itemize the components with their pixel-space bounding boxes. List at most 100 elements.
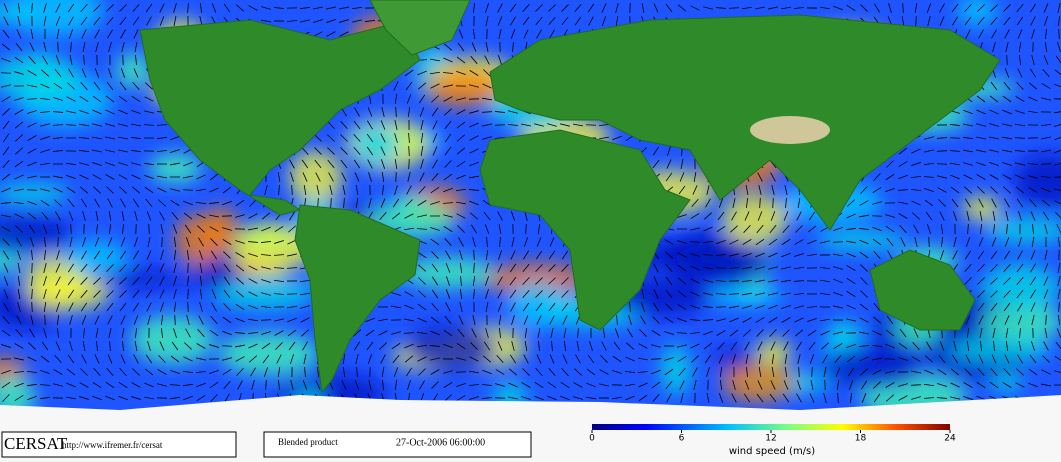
wind-arrow: [664, 368, 674, 376]
wind-arrow: [42, 55, 48, 65]
wind-arrow: [1, 370, 11, 374]
wind-arrow: [31, 2, 33, 14]
wind-arrow: [472, 275, 476, 287]
wind-arrow: [93, 264, 101, 272]
wind-arrow: [105, 149, 115, 153]
wind-arrow: [443, 382, 453, 388]
wind-arrow: [833, 227, 843, 231]
wind-arrow: [1045, 41, 1047, 53]
wind-arrow: [846, 304, 856, 310]
wind-arrow: [248, 278, 258, 284]
wind-arrow: [793, 266, 805, 270]
wind-arrow: [456, 97, 466, 101]
wind-arrow: [989, 381, 999, 389]
wind-arrow: [66, 96, 76, 102]
wind-arrow: [40, 369, 50, 375]
wind-arrow: [391, 305, 401, 309]
wind-arrow: [223, 251, 231, 259]
wind-arrow: [497, 211, 503, 221]
wind-arrow: [755, 266, 765, 270]
wind-arrow: [665, 3, 673, 13]
wind-arrow: [121, 328, 125, 338]
wind-arrow: [366, 146, 374, 156]
wind-arrow: [809, 393, 815, 403]
wind-arrow: [159, 16, 165, 26]
wind-arrow: [924, 355, 934, 363]
wind-arrow: [691, 198, 699, 208]
wind-arrow: [44, 249, 46, 261]
wind-arrow: [677, 240, 687, 244]
wind-arrow: [1031, 29, 1035, 39]
wind-arrow: [169, 396, 181, 400]
wind-arrow: [444, 146, 452, 156]
wind-arrow: [133, 315, 139, 325]
wind-arrow: [261, 342, 271, 350]
wind-arrow: [445, 263, 451, 273]
wind-arrow: [510, 302, 516, 312]
wind-arrow: [523, 354, 529, 364]
wind-arrow: [950, 162, 960, 166]
wind-arrow: [157, 187, 167, 193]
wind-arrow: [677, 317, 687, 323]
wind-arrow: [798, 366, 800, 378]
wind-arrow: [1054, 111, 1061, 114]
wind-arrow: [573, 382, 583, 388]
wind-arrow: [535, 16, 543, 26]
wind-arrow: [133, 354, 139, 364]
wind-arrow: [456, 121, 466, 129]
wind-arrow: [497, 276, 503, 286]
wind-arrow: [1057, 3, 1061, 13]
wind-arrow: [93, 368, 101, 376]
wind-arrow: [455, 188, 467, 192]
wind-arrow: [261, 6, 271, 10]
wind-arrow: [548, 16, 556, 26]
wind-arrow: [473, 262, 475, 274]
wind-arrow: [860, 368, 868, 376]
wind-arrow: [652, 146, 660, 156]
wind-arrow: [561, 264, 569, 272]
wind-arrow: [524, 211, 528, 221]
wind-arrow: [443, 329, 453, 337]
wind-arrow: [93, 186, 101, 194]
wind-arrow: [209, 214, 219, 218]
wind-arrow: [510, 211, 516, 221]
wind-arrow: [2, 250, 10, 260]
wind-arrow: [977, 302, 985, 312]
wind-arrow: [770, 211, 776, 221]
wind-arrow: [951, 198, 959, 208]
wind-arrow: [1014, 137, 1026, 139]
wind-arrow: [235, 4, 245, 12]
wind-arrow: [211, 263, 217, 273]
wind-arrow: [795, 341, 803, 351]
wind-arrow: [716, 318, 726, 322]
wind-arrow: [195, 201, 207, 205]
wind-arrow: [27, 212, 37, 220]
wind-arrow: [160, 302, 164, 312]
wind-arrow: [716, 240, 726, 244]
wind-arrow: [352, 329, 362, 337]
wind-arrow: [119, 250, 127, 260]
wind-arrow: [1054, 136, 1061, 141]
wind-arrow: [547, 123, 557, 127]
wind-arrow: [28, 224, 36, 234]
wind-arrow: [132, 263, 140, 273]
wind-arrow: [1032, 223, 1034, 235]
wind-arrow: [716, 330, 726, 336]
wind-arrow: [430, 316, 440, 324]
wind-arrow: [118, 162, 128, 166]
wind-arrow: [95, 328, 99, 338]
wind-arrow: [652, 316, 660, 324]
wind-arrow: [793, 292, 805, 296]
wind-arrow: [148, 223, 150, 235]
wind-arrow: [653, 3, 659, 13]
wind-arrow: [703, 330, 713, 336]
wind-arrow: [781, 266, 791, 270]
wind-arrow: [143, 124, 155, 126]
wind-arrow: [418, 290, 426, 298]
wind-arrow: [223, 263, 231, 273]
wind-arrow: [499, 327, 501, 339]
wind-arrow: [1005, 42, 1009, 52]
wind-arrow: [93, 302, 101, 312]
wind-arrow: [1017, 302, 1023, 312]
wind-arrow: [261, 331, 271, 335]
